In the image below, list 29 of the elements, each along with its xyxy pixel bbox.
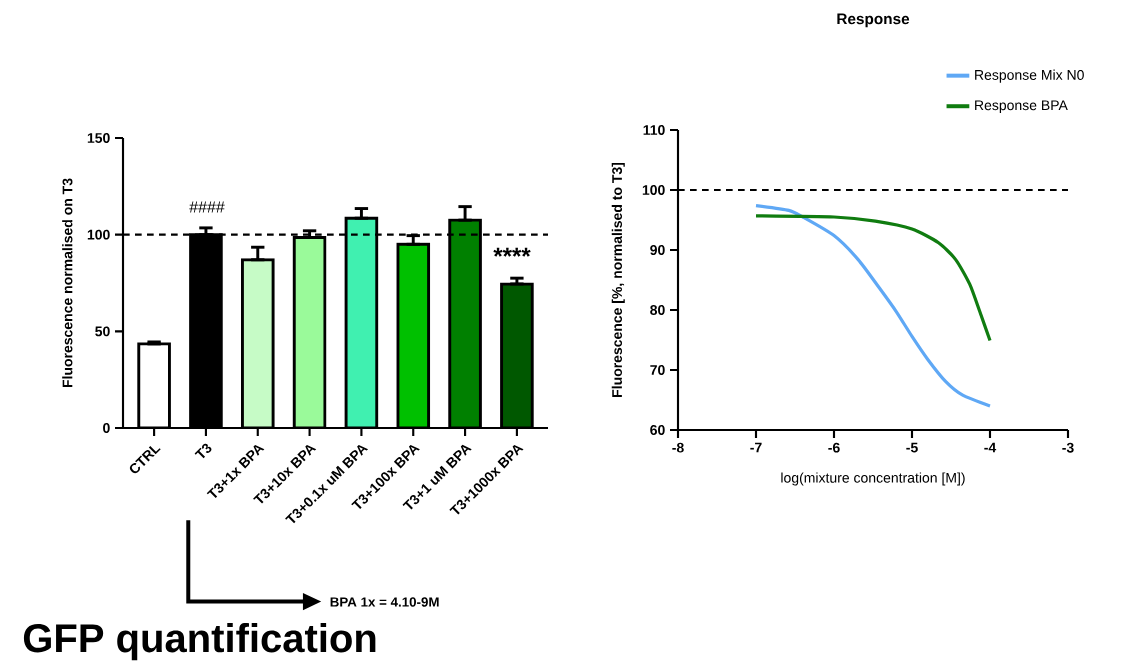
y-axis-title: Fluorescence [%, normalised to T3] — [611, 162, 625, 397]
y-tick-label: 150 — [87, 133, 110, 143]
x-tick-label: -3 — [1062, 442, 1074, 453]
y-tick-label: 70 — [650, 365, 665, 375]
y-tick-label: 90 — [650, 245, 665, 255]
y-tick-label: 100 — [642, 185, 665, 195]
y-tick-label: 60 — [650, 425, 665, 435]
chart-title: Response — [837, 13, 910, 28]
annotation: **** — [493, 247, 531, 257]
x-tick-label: -8 — [672, 442, 684, 453]
y-axis-title: Fluorescence normalised on T3 — [62, 178, 73, 388]
y-tick-label: 100 — [87, 229, 110, 240]
y-tick-label: 80 — [650, 305, 665, 315]
line-series — [754, 214, 992, 343]
legend-label: Response BPA — [975, 100, 1068, 113]
annotation: #### — [189, 201, 225, 213]
y-tick-label: 110 — [643, 125, 665, 135]
text: GFP quantification — [23, 623, 376, 661]
x-tick-label: -7 — [750, 442, 762, 453]
x-tick-label: T3 — [194, 443, 212, 459]
x-axis-title: log(mixture concentration [M]) — [781, 472, 965, 486]
y-tick-label: 0 — [103, 423, 110, 433]
x-tick-label: -5 — [906, 442, 918, 453]
x-tick-label: -6 — [828, 442, 840, 453]
x-tick-label: -4 — [984, 442, 997, 453]
legend-label: Response Mix N0 — [975, 69, 1084, 83]
y-tick-label: 50 — [95, 326, 110, 337]
text: BPA 1x = 4.10-9M — [330, 597, 439, 607]
line-series — [754, 203, 992, 408]
